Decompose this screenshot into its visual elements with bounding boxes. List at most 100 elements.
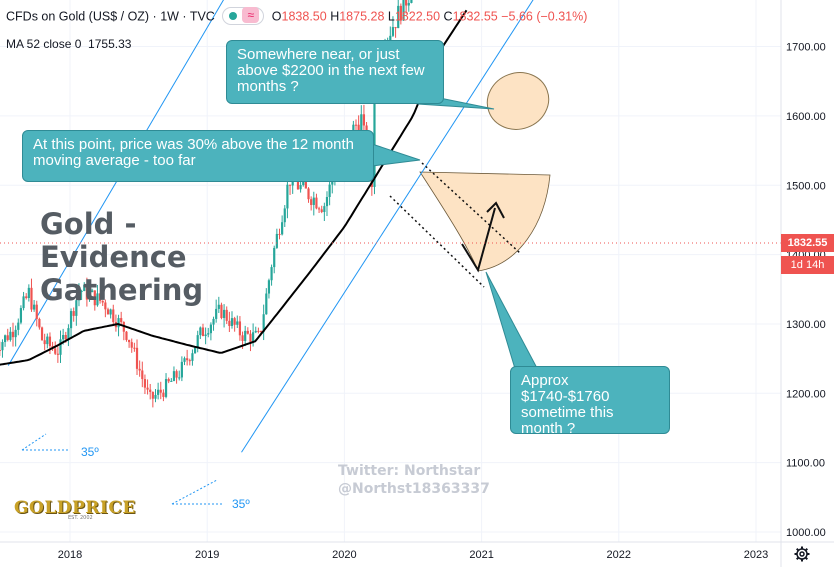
target-ellipse bbox=[486, 72, 550, 130]
candle-body bbox=[407, 2, 410, 6]
candle-body bbox=[46, 336, 49, 345]
candle-body bbox=[175, 371, 178, 378]
title-line-1: Gold - bbox=[40, 207, 137, 241]
callout-top: Somewhere near, or just above $2200 in t… bbox=[226, 40, 444, 104]
high-key: H bbox=[330, 9, 340, 24]
candle-body bbox=[212, 318, 215, 325]
candle-body bbox=[149, 389, 152, 392]
symbol-title[interactable]: CFDs on Gold (US$ / OZ) · 1W · TVC bbox=[6, 9, 215, 24]
bar-countdown-tag: 1d 14h bbox=[781, 256, 834, 274]
candle-body bbox=[233, 318, 236, 325]
callout-left: At this point, price was 30% above the 1… bbox=[22, 130, 374, 182]
candle-body bbox=[77, 291, 81, 301]
candle-body bbox=[133, 347, 136, 349]
status-pill[interactable]: ≈ bbox=[222, 7, 265, 25]
candle-body bbox=[273, 247, 276, 268]
settings-gear-icon[interactable] bbox=[794, 546, 810, 562]
candle-body bbox=[154, 394, 157, 399]
candle-body bbox=[267, 280, 271, 294]
open-key: O bbox=[271, 9, 282, 24]
candle-body bbox=[72, 311, 75, 316]
callout-bottom-pointer bbox=[485, 271, 539, 373]
candle-body bbox=[56, 353, 59, 355]
candle-body bbox=[209, 324, 212, 334]
candle-body bbox=[193, 346, 197, 354]
candle-body bbox=[320, 209, 323, 213]
candle-body bbox=[186, 358, 189, 361]
candle-body bbox=[288, 184, 292, 186]
candle-body bbox=[220, 304, 223, 318]
x-tick-label: 2021 bbox=[469, 549, 493, 561]
chart-header: CFDs on Gold (US$ / OZ) · 1W · TVC ≈ O18… bbox=[6, 7, 588, 26]
candle-body bbox=[9, 331, 12, 340]
channel-lower-line bbox=[241, 0, 534, 453]
candle-body bbox=[43, 340, 46, 345]
candle-body bbox=[64, 334, 67, 340]
candle-body bbox=[6, 335, 9, 340]
chart-title: Gold - Evidence Gathering bbox=[40, 208, 203, 307]
candle-body bbox=[283, 208, 286, 223]
candle-body bbox=[310, 199, 313, 205]
candle-body bbox=[130, 342, 133, 348]
candle-body bbox=[96, 293, 99, 306]
candle-body bbox=[117, 318, 120, 328]
angle-label-1: 35º bbox=[81, 445, 99, 459]
low-key: L bbox=[387, 9, 395, 24]
y-tick-label: 1600.00 bbox=[786, 111, 826, 123]
candle-body bbox=[75, 300, 78, 316]
delay-wave-icon: ≈ bbox=[242, 7, 260, 23]
candle-body bbox=[138, 368, 141, 371]
twitter-watermark: Twitter: Northstar @Northst18363337 bbox=[338, 462, 490, 498]
candle-body bbox=[215, 308, 218, 319]
candle-body bbox=[167, 379, 170, 382]
callout-bottom: Approx $1740-$1760 sometime this month ? bbox=[510, 366, 670, 437]
candle-body bbox=[225, 309, 228, 321]
candle-body bbox=[252, 332, 255, 343]
candle-body bbox=[1, 342, 4, 351]
candle-body bbox=[128, 339, 131, 343]
candle-body bbox=[40, 327, 44, 341]
projection-arrow bbox=[461, 207, 496, 273]
candle-body bbox=[93, 290, 96, 306]
change-value: −5.66 (−0.31%) bbox=[501, 9, 588, 24]
candle-body bbox=[164, 379, 168, 397]
candle-body bbox=[354, 124, 358, 126]
candle-body bbox=[254, 330, 257, 333]
candle-body bbox=[135, 347, 139, 369]
candle-body bbox=[238, 321, 242, 336]
candle-body bbox=[38, 318, 41, 328]
x-tick-label: 2022 bbox=[607, 549, 631, 561]
candle-body bbox=[360, 114, 363, 131]
candle-body bbox=[312, 197, 315, 205]
candle-body bbox=[143, 379, 147, 388]
indicator-legend[interactable]: MA 52 close 0 1755.33 bbox=[6, 37, 131, 51]
candle-body bbox=[357, 124, 360, 131]
candle-body bbox=[101, 300, 104, 303]
y-tick-label: 1300.00 bbox=[786, 319, 826, 331]
candle-body bbox=[146, 387, 149, 390]
candle-body bbox=[373, 72, 376, 187]
logo-text: GOLDPRICE bbox=[14, 498, 136, 518]
wedge-upper-dotted bbox=[421, 162, 521, 254]
candle-body bbox=[59, 339, 62, 355]
candle-body bbox=[275, 233, 278, 248]
candle-body bbox=[67, 328, 70, 340]
candle-body bbox=[246, 330, 249, 334]
candle-body bbox=[325, 196, 329, 207]
candle-body bbox=[217, 304, 220, 309]
candle-body bbox=[317, 208, 321, 210]
candle-body bbox=[17, 322, 20, 330]
candle-body bbox=[112, 309, 115, 322]
candle-body bbox=[69, 311, 73, 329]
y-tick-label: 1100.00 bbox=[786, 458, 825, 470]
candle-body bbox=[228, 320, 231, 326]
candle-body bbox=[362, 114, 366, 126]
candle-body bbox=[85, 284, 88, 300]
candle-body bbox=[106, 309, 110, 315]
candle-body bbox=[35, 304, 38, 319]
candle-body bbox=[170, 380, 173, 382]
candle-body bbox=[188, 360, 191, 362]
watermark-line-1: Twitter: Northstar bbox=[338, 463, 481, 479]
candle-body bbox=[323, 206, 326, 213]
